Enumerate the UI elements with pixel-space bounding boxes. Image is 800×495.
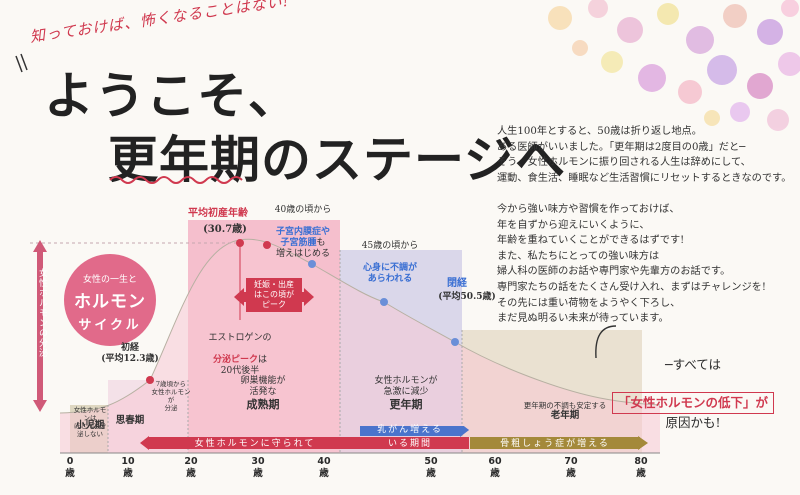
protected-period-bar: 女性ホルモンに守られて [194,439,316,449]
conclusion-bracket [595,325,617,359]
menopause-stage-note: 女性ホルモンが 急激に減少 [374,376,438,397]
period-bars-arrows [140,426,648,450]
menopause-label: 閉経 [447,278,467,289]
axis-label: 女性ホルモンの分泌 [37,268,47,358]
puberty-note: 7歳頃から 女性ホルモンが 分泌 [151,380,191,412]
protected-period-bar-end: いる期間 [387,439,432,449]
axis-arrow-up [33,240,47,252]
pregnancy-peak-label: 妊娠・出産 はこの頃が ピーク [246,278,302,312]
point-first-birth [263,241,271,249]
page-title-line1: ようこそ、 [44,66,299,125]
menopause-avg: (平均50.5歳) [438,292,496,302]
point-age40 [308,260,316,268]
breast-cancer-bar: 乳がん増える [377,425,443,435]
menarche-label: 初経 (平均12.3歳) [101,343,159,364]
childhood-label: 小児期 [75,420,105,431]
slash-marks-icon [15,53,28,73]
conclusion-note: ─すべては 「女性ホルモンの低下」が 原因かも! [598,338,788,450]
old-age-label: 老年期 [550,410,580,421]
estrogen-peak-note: エストロゲンの 分泌ピークは 20代後半 [208,333,272,376]
maturity-note: 卵巣機能が 活発な [240,376,286,397]
point-menopause [451,338,459,346]
menopause-stage-label: 更年期 [389,398,423,411]
point-estrogen-peak [236,239,244,247]
osteoporosis-bar: 骨粗しょう症が増える [500,439,610,449]
age40-note: 40歳の頃から 子宮内膜症や 子宮筋腫も 増えはじめる [274,205,332,259]
hormone-curve-line [59,238,661,414]
hormone-curve-fill [60,239,660,453]
point-age45 [380,298,388,306]
intro-text: 人生100年とすると、50歳は折り返し地点。 ある医師がいいました。「更年期は2… [497,126,792,325]
puberty-label: 思春期 [115,415,145,426]
maturity-label: 成熟期 [246,398,280,411]
age45-note: 45歳の頃から 心身に不調が あらわれる [361,241,419,284]
first-birth-value: (30.7歳) [203,224,247,235]
old-age-note: 更年期の不調も安定する [523,401,607,410]
point-menarche [146,376,154,384]
childhood-note: 女性ホルモンは ほとんど分泌しない [73,406,107,438]
first-birth-label: 平均初産年齢 [188,208,248,219]
axis-arrow-down [33,400,47,412]
hormone-cycle-badge: 女性の一生と ホルモン サイクル [64,254,156,346]
title-wavy-underline [109,176,243,184]
